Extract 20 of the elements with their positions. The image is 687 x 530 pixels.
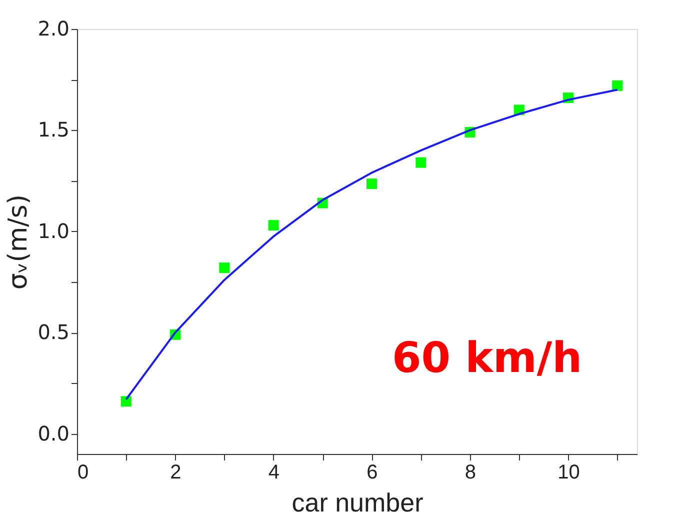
y-axis-title: σᵥ(m/s)	[4, 194, 34, 290]
y-tick-label: 0.5	[38, 320, 70, 344]
x-tick-label: 10	[558, 462, 580, 484]
x-tick-label: 6	[366, 462, 378, 484]
point	[612, 80, 623, 91]
x-tick-label: 8	[464, 462, 476, 484]
y-tick-label: 2.0	[38, 16, 70, 40]
point	[120, 396, 132, 407]
y-tick-label: 1.5	[38, 118, 70, 142]
x-tick-label: 4	[268, 462, 280, 484]
annotation: 60 km/h	[392, 333, 582, 382]
y-tick-label: 1.0	[38, 218, 70, 243]
y-tick-label: 0.0	[38, 421, 70, 446]
x-axis-title: car number	[292, 488, 424, 518]
x-tick-label: 2	[170, 462, 182, 484]
x-tick-label: 0	[78, 462, 89, 484]
point	[416, 157, 426, 168]
point	[268, 220, 279, 231]
point	[366, 178, 377, 190]
point	[219, 262, 230, 274]
